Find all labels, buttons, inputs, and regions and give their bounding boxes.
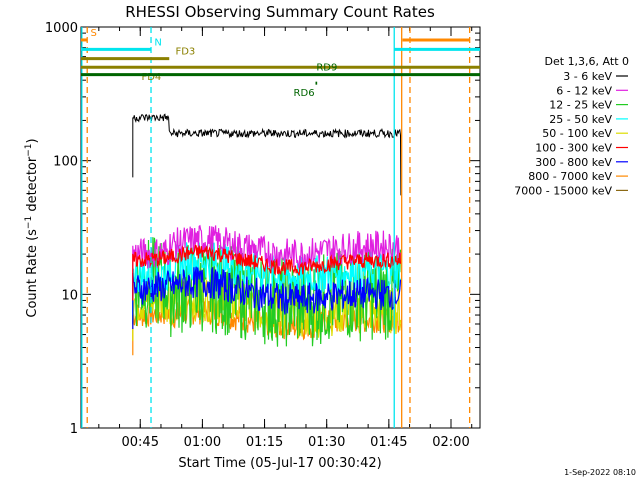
- y-axis-label: Count Rate (s−1 detector−1): [24, 138, 40, 317]
- x-tick-label: 00:45: [122, 435, 159, 450]
- x-axis-label: Start Time (05-Jul-17 00:30:42): [178, 456, 381, 471]
- legend-label: 3 - 6 keV: [563, 70, 612, 83]
- flag-label: FD3: [175, 47, 195, 58]
- x-tick-label: 01:15: [246, 435, 283, 450]
- chart-title: RHESSI Observing Summary Count Rates: [125, 3, 435, 21]
- series-line: [132, 224, 402, 295]
- x-tick-label: 02:00: [432, 435, 469, 450]
- x-tick-label: 01:45: [370, 435, 407, 450]
- timestamp: 1-Sep-2022 08:10: [564, 468, 636, 477]
- series-line: [132, 274, 402, 341]
- plot-area: 1 10 100 1000 00:45 01:00 01:15 01:30 01:45 02:00…: [45, 21, 481, 450]
- y-tick-label: 1: [70, 422, 78, 437]
- series-line: [132, 113, 402, 196]
- series-line: [132, 266, 402, 329]
- flag-label: FD4: [141, 72, 161, 83]
- legend-label: 7000 - 15000 keV: [514, 184, 612, 197]
- flag-label: RD6: [294, 88, 315, 99]
- flag-label: S: [91, 28, 97, 39]
- flag-label: RD9: [316, 63, 337, 74]
- series-line: [132, 244, 402, 301]
- x-tick-label: 01:00: [184, 435, 221, 450]
- y-tick-label: 100: [53, 155, 78, 170]
- legend-label: 6 - 12 keV: [556, 84, 612, 97]
- legend-label: 25 - 50 keV: [549, 113, 612, 126]
- legend-label: 300 - 800 keV: [535, 156, 612, 169]
- legend-label: 800 - 7000 keV: [528, 170, 612, 183]
- x-tick-label: 01:30: [308, 435, 345, 450]
- y-tick-label: 10: [61, 288, 78, 303]
- legend-label: 12 - 25 keV: [549, 99, 612, 112]
- plot-frame: [80, 26, 481, 429]
- legend-title: Det 1,3,6, Att 0: [545, 55, 629, 68]
- legend-label: 100 - 300 keV: [535, 142, 612, 155]
- flag-label: N: [154, 37, 161, 48]
- legend-label: 50 - 100 keV: [542, 127, 612, 140]
- y-tick-label: 1000: [45, 21, 78, 36]
